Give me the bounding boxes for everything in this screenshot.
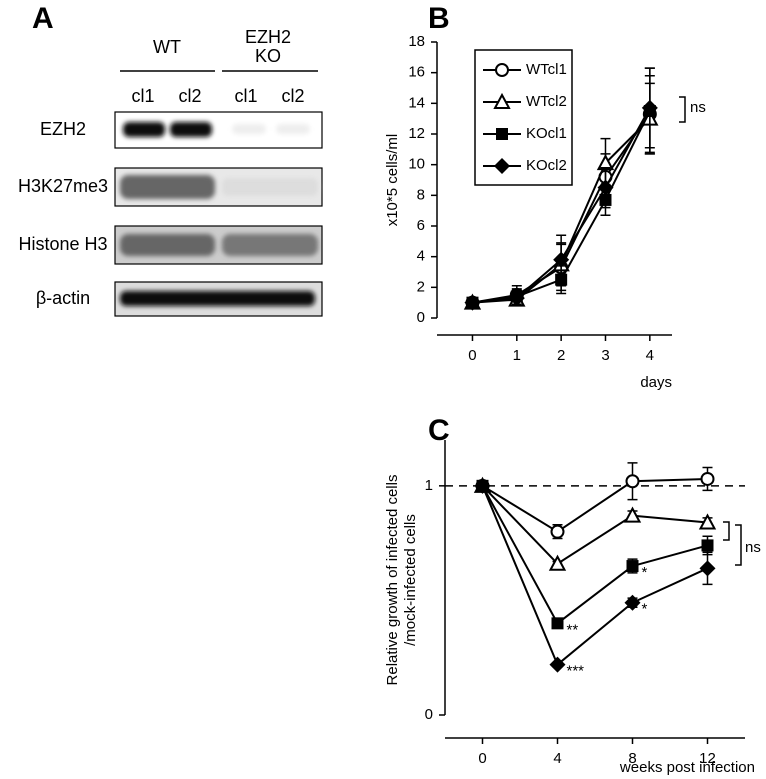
y-tick-label: 10 [408, 156, 425, 173]
row-label: H3K27me3 [18, 176, 108, 196]
x-axis-label: days [640, 374, 672, 391]
y-tick-label: 0 [417, 309, 425, 326]
marker [464, 294, 481, 311]
group-label: KO [255, 46, 281, 66]
marker [548, 554, 567, 571]
y-axis-label: /mock-infected cells [402, 514, 419, 646]
annotation: ns [745, 539, 761, 556]
lane-label: cl1 [131, 86, 154, 106]
x-tick-label: 12 [699, 750, 716, 767]
legend-box [474, 49, 573, 186]
significance-label: ** [567, 621, 579, 638]
significance-label: *** [567, 663, 585, 680]
significance-label: * [642, 564, 648, 581]
annotation: ns [690, 99, 706, 116]
row-label: EZH2 [40, 119, 86, 139]
marker [496, 128, 508, 140]
marker [698, 513, 717, 530]
y-tick-label: 18 [408, 33, 425, 50]
y-tick-label: 12 [408, 125, 425, 142]
marker [550, 524, 565, 539]
y-tick-label: 8 [417, 186, 425, 203]
marker [624, 594, 641, 611]
x-tick-label: 1 [513, 347, 521, 364]
group-label: EZH2 [245, 27, 291, 47]
x-tick-label: 4 [553, 750, 561, 767]
x-tick-label: 2 [557, 347, 565, 364]
x-tick-label: 0 [468, 347, 476, 364]
y-tick-label: 14 [408, 94, 425, 111]
y-axis-label: x10*5 cells/ml [384, 134, 401, 227]
marker [493, 92, 511, 109]
lane-label: cl2 [281, 86, 304, 106]
marker [699, 560, 716, 577]
y-tick-label: 2 [417, 278, 425, 295]
y-tick-label: 6 [417, 217, 425, 234]
marker [551, 617, 564, 630]
series-line [481, 485, 708, 667]
x-tick-label: 0 [478, 750, 486, 767]
y-tick-label: 4 [417, 248, 425, 265]
marker [641, 99, 658, 116]
series-line [481, 485, 708, 566]
row-label: Histone H3 [18, 234, 107, 254]
panel-label: A [32, 2, 54, 35]
series-line [481, 485, 708, 625]
legend-label: KOcl2 [526, 157, 567, 174]
y-tick-label: 1 [425, 477, 433, 494]
marker [508, 290, 525, 307]
blot [114, 111, 323, 317]
marker [495, 63, 509, 77]
x-tick-label: 3 [601, 347, 609, 364]
x-axis-label: weeks post infection [619, 759, 755, 776]
y-tick-label: 16 [408, 64, 425, 81]
panel-label: C [428, 414, 450, 447]
marker [700, 471, 715, 486]
marker [549, 656, 566, 673]
marker [553, 251, 570, 268]
marker [625, 474, 640, 489]
y-axis-label: Relative growth of infected cells [384, 475, 401, 686]
marker [494, 158, 510, 174]
x-tick-label: 8 [628, 750, 636, 767]
lane-label: cl1 [234, 86, 257, 106]
legend-label: WTcl1 [526, 61, 567, 78]
marker [626, 560, 639, 573]
marker [597, 179, 614, 196]
row-label: β-actin [36, 288, 90, 308]
marker [623, 506, 642, 523]
marker [701, 539, 714, 552]
x-tick-label: 4 [646, 347, 654, 364]
legend-label: WTcl2 [526, 93, 567, 110]
marker [474, 477, 491, 494]
panel-label: B [428, 2, 450, 35]
y-tick-label: 0 [425, 706, 433, 723]
group-label: WT [153, 37, 181, 57]
significance-label: * [642, 601, 648, 618]
bracket [723, 521, 742, 566]
lane-label: cl2 [178, 86, 201, 106]
series-line [481, 477, 708, 533]
bracket [679, 96, 686, 123]
legend-label: KOcl1 [526, 125, 567, 142]
